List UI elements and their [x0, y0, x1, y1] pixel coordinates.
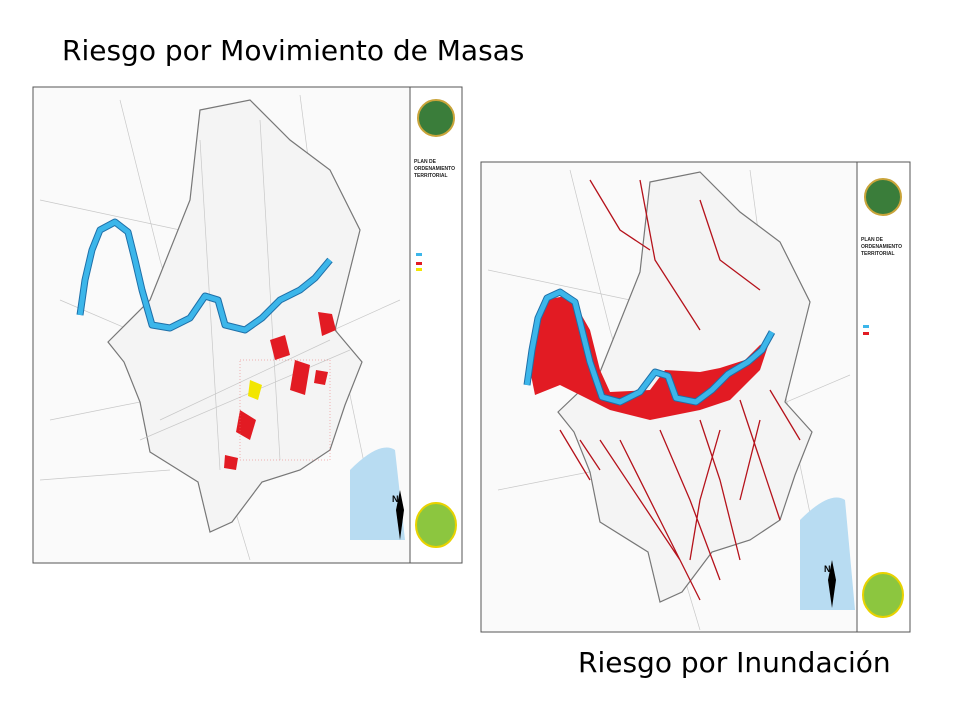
panel-title: TERRITORIAL — [861, 251, 895, 257]
north-label: N — [824, 564, 831, 574]
panel-title: PLAN DE — [861, 237, 884, 243]
panel-title: PLAN DE — [414, 159, 437, 165]
urban-roads — [139, 119, 351, 471]
river — [524, 289, 775, 405]
legend-swatch — [863, 332, 869, 335]
legend-swatch — [863, 325, 869, 328]
title-bottom: Riesgo por Inundación — [578, 646, 891, 679]
map-1: N PLAN DE ORDENAMIENTO TERRITORIAL — [32, 86, 463, 564]
river — [77, 219, 332, 333]
legend-panel — [856, 161, 911, 633]
legend-swatch — [416, 253, 422, 256]
legend-swatch — [416, 268, 422, 271]
panel-title: ORDENAMIENTO — [414, 166, 455, 172]
title-top: Riesgo por Movimiento de Masas — [62, 34, 525, 67]
municipality — [107, 99, 363, 533]
hatch — [239, 359, 331, 461]
north-arrow — [828, 560, 836, 608]
north-arrow — [396, 490, 404, 540]
legend-panel — [409, 86, 463, 564]
panel-title: ORDENAMIENTO — [861, 244, 902, 250]
logo — [864, 178, 902, 216]
lake — [350, 447, 405, 540]
risk-medium — [248, 380, 262, 400]
logo — [417, 99, 455, 137]
lake — [800, 497, 855, 610]
logo-bottom — [415, 502, 457, 548]
panel-title: TERRITORIAL — [414, 173, 448, 179]
map-2: N PLAN DE ORDENAMIENTO TERRITORIAL — [480, 161, 911, 633]
drainage-network — [559, 179, 801, 601]
logo-bottom — [862, 572, 904, 618]
north-label: N — [392, 494, 399, 504]
risk-areas — [224, 312, 336, 470]
legend-swatch — [416, 262, 422, 265]
